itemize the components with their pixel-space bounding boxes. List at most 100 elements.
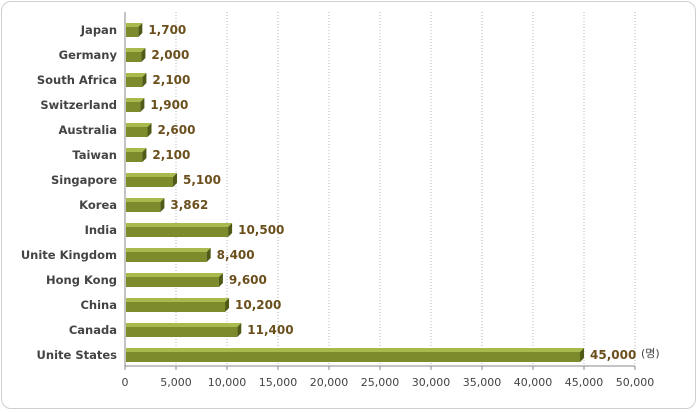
bar-front-face — [126, 302, 226, 312]
bar-top-face — [126, 223, 233, 227]
bar-side-face — [225, 298, 230, 312]
bar — [126, 148, 147, 162]
value-label: 45,000 — [590, 348, 636, 362]
bar — [126, 48, 146, 62]
bar-side-face — [237, 323, 242, 337]
value-label: 11,400 — [247, 323, 293, 337]
value-label: 10,200 — [235, 298, 281, 312]
bar-top-face — [126, 348, 584, 352]
x-tick-label: 40,000 — [514, 376, 553, 389]
value-label: 2,000 — [151, 48, 189, 62]
x-tick-label: 5,000 — [160, 376, 192, 389]
bar-side-face — [206, 248, 211, 262]
x-tick-label: 30,000 — [412, 376, 451, 389]
x-tick-label: 35,000 — [463, 376, 502, 389]
category-label: Switzerland — [40, 98, 117, 112]
bar-top-face — [126, 173, 178, 177]
category-label: South Africa — [37, 73, 117, 87]
x-tick-label: 15,000 — [259, 376, 298, 389]
category-label: Germany — [59, 48, 118, 62]
bar-top-face — [126, 248, 211, 252]
bar-top-face — [126, 73, 147, 77]
bar-top-face — [126, 273, 223, 277]
bar-side-face — [173, 173, 178, 187]
bar-side-face — [160, 198, 165, 212]
bar-top-face — [126, 148, 147, 152]
bar-side-face — [142, 73, 147, 87]
bar-top-face — [126, 298, 230, 302]
value-label: 8,400 — [217, 248, 255, 262]
bar-top-face — [126, 198, 165, 202]
bar — [126, 173, 178, 187]
x-tick-label: 20,000 — [310, 376, 349, 389]
value-label: 2,100 — [152, 73, 190, 87]
bar — [126, 323, 242, 337]
category-label: Unite States — [37, 348, 118, 362]
bar-side-face — [140, 98, 145, 112]
bar-side-face — [141, 48, 146, 62]
category-labels: Japan Germany South Africa Switzerland Austr… — [21, 23, 118, 362]
value-label: 1,700 — [148, 23, 186, 37]
bar — [126, 273, 223, 287]
bar-front-face — [126, 252, 207, 262]
bar-top-face — [126, 323, 242, 327]
bar-side-face — [580, 348, 584, 362]
bar-front-face — [126, 177, 174, 187]
x-tick-label: 50,000 — [616, 376, 655, 389]
category-label: Singapore — [51, 173, 117, 187]
bar — [126, 223, 233, 237]
bar-side-face — [142, 148, 147, 162]
category-label: Taiwan — [72, 148, 117, 162]
value-label: 10,500 — [238, 223, 284, 237]
x-tick-labels: 0 5,000 10,000 15,000 20,000 25,000 30,000 35,0… — [122, 376, 655, 389]
category-label: China — [80, 298, 117, 312]
x-axis — [124, 12, 636, 370]
bar-front-face — [126, 52, 142, 62]
bar — [126, 98, 145, 112]
value-label: 9,600 — [229, 273, 267, 287]
bar — [126, 348, 584, 362]
category-label: Australia — [58, 123, 117, 137]
grid-lines — [175, 12, 636, 366]
value-label: 1,900 — [150, 98, 188, 112]
bar-front-face — [126, 277, 219, 287]
bar-top-face — [126, 48, 146, 52]
bar-front-face — [126, 152, 143, 162]
x-tick-label: 45,000 — [565, 376, 604, 389]
category-label: India — [85, 223, 117, 237]
bar-top-face — [126, 123, 152, 127]
category-label: Japan — [80, 23, 117, 37]
category-label: Korea — [79, 198, 117, 212]
category-label: Unite Kingdom — [21, 248, 117, 262]
bar — [126, 298, 230, 312]
x-tick-label: 10,000 — [208, 376, 247, 389]
x-tick-label: 25,000 — [361, 376, 400, 389]
bar — [126, 248, 211, 262]
bar-top-face — [126, 98, 145, 102]
bar-front-face — [126, 127, 148, 137]
bar-front-face — [126, 227, 229, 237]
bar-front-face — [126, 202, 161, 212]
bar-front-face — [126, 102, 141, 112]
bar-front-face — [126, 77, 143, 87]
bar-side-face — [228, 223, 233, 237]
bar — [126, 73, 147, 87]
value-label: 5,100 — [183, 173, 221, 187]
x-tick-label: 0 — [122, 376, 129, 389]
bar-front-face — [126, 27, 139, 37]
value-label: 3,862 — [170, 198, 208, 212]
value-label: 2,100 — [152, 148, 190, 162]
unit-label: (명) — [641, 347, 660, 360]
category-label: Canada — [69, 323, 117, 337]
bar-side-face — [147, 123, 152, 137]
bar — [126, 198, 165, 212]
bar-top-face — [126, 23, 143, 27]
bar-side-face — [138, 23, 143, 37]
value-labels: 1,700 2,000 2,100 1,900 2,600 2,100 5,100 3,862… — [148, 23, 636, 362]
bar-front-face — [126, 327, 238, 337]
category-label: Hong Kong — [46, 273, 117, 287]
bar — [126, 123, 152, 137]
value-label: 2,600 — [158, 123, 196, 137]
